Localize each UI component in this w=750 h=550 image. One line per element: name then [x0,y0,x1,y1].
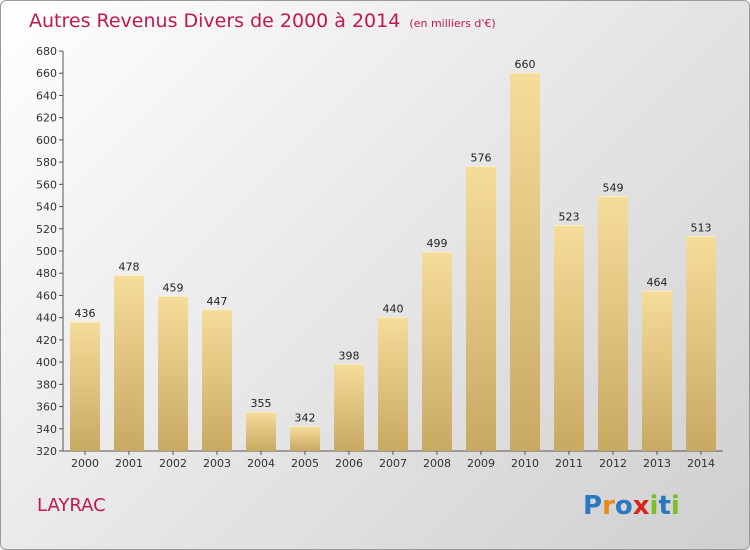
value-label: 549 [603,182,624,195]
bar-2004 [246,412,276,451]
value-label: 660 [515,58,536,71]
y-tick-label: 320 [36,445,57,458]
bar-2013 [642,291,672,451]
x-tick-label: 2010 [511,457,539,470]
y-tick-label: 440 [36,312,57,325]
value-label: 459 [163,282,184,295]
x-tick-label: 2000 [71,457,99,470]
bar-2014 [686,236,716,451]
logo-letter: x [632,491,650,521]
y-tick-label: 480 [36,267,57,280]
y-tick-label: 380 [36,378,57,391]
value-label: 523 [559,210,580,223]
y-tick-label: 540 [36,201,57,214]
y-tick-label: 420 [36,334,57,347]
x-tick-label: 2002 [159,457,187,470]
value-label: 478 [119,260,140,273]
y-tick-label: 600 [36,134,57,147]
chart-title: Autres Revenus Divers de 2000 à 2014 (en… [29,10,496,32]
bar-2000 [70,322,100,451]
x-tick-label: 2006 [335,457,363,470]
value-label: 355 [251,397,272,410]
x-tick-label: 2014 [687,457,715,470]
bar-2009 [466,166,496,452]
y-tick-label: 580 [36,156,57,169]
y-tick-label: 520 [36,223,57,236]
bar-2010 [510,73,540,451]
bar-2006 [334,364,364,451]
y-tick-label: 640 [36,89,57,102]
logo-letter: o [614,491,633,521]
x-tick-label: 2005 [291,457,319,470]
logo-letter: i [670,491,680,521]
y-tick-label: 400 [36,356,57,369]
x-tick-label: 2013 [643,457,671,470]
x-tick-label: 2009 [467,457,495,470]
value-label: 440 [383,303,404,316]
x-tick-label: 2001 [115,457,143,470]
bar-2012 [598,196,628,451]
bar-2003 [202,309,232,451]
y-tick-label: 360 [36,401,57,414]
value-label: 464 [647,276,668,289]
bar-2007 [378,317,408,451]
y-tick-label: 340 [36,423,57,436]
y-tick-label: 620 [36,112,57,125]
y-tick-label: 560 [36,178,57,191]
value-label: 447 [207,295,228,308]
logo-letter: i [649,491,659,521]
bar-2002 [158,296,188,451]
value-label: 398 [339,349,360,362]
commune-name: LAYRAC [37,495,106,516]
value-label: 576 [471,152,492,165]
x-tick-label: 2008 [423,457,451,470]
value-label: 513 [691,222,712,235]
x-tick-label: 2012 [599,457,627,470]
title-main: Autres Revenus Divers de 2000 à 2014 [29,10,401,32]
bar-2011 [554,225,584,451]
y-tick-label: 660 [36,67,57,80]
proxiti-logo: Proxiti [583,491,680,521]
y-tick-label: 680 [36,45,57,58]
y-tick-label: 500 [36,245,57,258]
logo-letter: r [602,491,615,521]
x-tick-label: 2004 [247,457,275,470]
value-label: 342 [295,412,316,425]
value-label: 499 [427,237,448,250]
bar-2008 [422,252,452,451]
value-labels: 436 478 459 447 355 342 398 440 499 576 660 523 549 4… [75,58,712,424]
x-tick-label: 2007 [379,457,407,470]
x-tick-label: 2011 [555,457,583,470]
logo-letter: P [583,491,603,521]
logo-letter: t [658,491,671,521]
bar-2001 [114,275,144,451]
y-tick-label: 460 [36,289,57,302]
value-label: 436 [75,307,96,320]
bars [70,72,716,452]
title-unit: (en milliers d'€) [409,17,496,30]
bar-2005 [290,426,320,451]
x-tick-label: 2003 [203,457,231,470]
